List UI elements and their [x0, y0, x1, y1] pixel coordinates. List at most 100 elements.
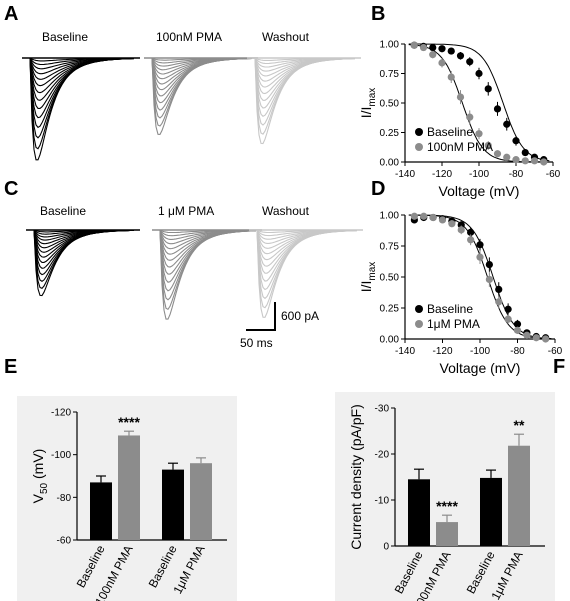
- scale-bar-time-label: 50 ms: [240, 336, 273, 350]
- data-point: [467, 236, 475, 244]
- data-point: [512, 137, 520, 145]
- x-tick-label: -120: [432, 346, 452, 357]
- data-point: [456, 52, 465, 60]
- scale-bar-current-label: 600 pA: [281, 309, 319, 323]
- data-point: [504, 305, 512, 313]
- data-point: [503, 120, 511, 128]
- data-point: [448, 220, 456, 228]
- data-point: [503, 153, 511, 161]
- data-point: [485, 261, 493, 269]
- data-point: [420, 212, 428, 220]
- trace-c-washout-3: [256, 229, 358, 300]
- legend-label: 100nM PMA: [427, 140, 493, 154]
- data-point: [513, 320, 522, 328]
- chart-b-inactivation-pma100: -140 -120 -100 -80 -60 0.00 0.25 0.50 0.75 1.00 Vo…: [358, 40, 561, 200]
- panel-letter-a: A: [4, 3, 18, 25]
- data-point: [410, 41, 418, 49]
- panel-letter-c: C: [4, 178, 18, 200]
- bar: [408, 479, 430, 546]
- data-point: [476, 241, 484, 249]
- y-tick-label: 1.00: [380, 40, 400, 51]
- data-point: [466, 58, 474, 66]
- y-tick-label: 0: [383, 542, 389, 553]
- trace-a-pma-3: [151, 57, 252, 119]
- x-axis-label: Voltage (mV): [439, 183, 520, 199]
- data-point: [419, 43, 428, 52]
- data-point: [485, 275, 493, 284]
- x-tick-label: -100: [469, 169, 489, 180]
- data-point: [447, 73, 455, 81]
- panel-letter-f: F: [553, 356, 565, 378]
- data-point: [532, 334, 540, 342]
- y-tick-label: -60: [57, 536, 72, 547]
- y-tick-label: 0.75: [380, 69, 400, 80]
- trace-a-baseline-2: [29, 57, 135, 150]
- data-point: [493, 150, 502, 158]
- legend-marker: [415, 143, 423, 151]
- data-point: [493, 105, 502, 113]
- significance-marker: **: [514, 417, 525, 433]
- data-point: [512, 156, 520, 164]
- panel-letter-d: D: [371, 178, 385, 200]
- data-point: [484, 85, 492, 93]
- data-point: [513, 326, 522, 334]
- data-point: [542, 335, 550, 343]
- data-point: [484, 141, 492, 150]
- current-traces-c-baseline: [26, 229, 140, 297]
- y-axis-label: I/Imax: [358, 88, 378, 119]
- data-point: [438, 45, 446, 53]
- y-tick-label: 0.50: [380, 273, 400, 284]
- data-point: [410, 212, 418, 220]
- y-axis-label: V50 (mV): [30, 449, 50, 504]
- current-traces-c-washout: [249, 229, 363, 318]
- bar: [162, 469, 184, 540]
- y-tick-label: 1.00: [380, 211, 400, 222]
- data-point: [438, 216, 447, 224]
- y-tick-label: 0.00: [380, 335, 400, 346]
- trace-label-c-baseline: Baseline: [40, 204, 86, 218]
- trace-c-pma-3: [159, 229, 257, 301]
- trace-label-c-washout: Washout: [262, 204, 310, 218]
- trace-label-a-washout: Washout: [262, 30, 310, 44]
- x-tick-label: -80: [510, 346, 525, 357]
- data-point: [521, 148, 529, 157]
- legend-marker: [415, 320, 423, 328]
- legend-marker: [415, 128, 423, 136]
- panel-letter-b: B: [371, 3, 385, 25]
- data-point: [504, 315, 512, 323]
- y-axis-label: I/Imax: [358, 262, 378, 293]
- trace-label-a-pma: 100nM PMA: [156, 30, 222, 44]
- current-traces-a-washout: [247, 57, 361, 145]
- data-point: [475, 69, 483, 78]
- data-point: [521, 157, 529, 165]
- data-point: [466, 113, 474, 121]
- bar: [118, 435, 140, 540]
- y-tick-label: 0.50: [380, 99, 400, 110]
- data-point: [495, 298, 503, 306]
- y-tick-label: -80: [57, 493, 72, 504]
- current-traces-a-baseline: [22, 57, 140, 161]
- bar: [190, 463, 212, 540]
- x-tick-label: -100: [470, 346, 490, 357]
- data-point: [467, 228, 475, 236]
- y-tick-label: 0.75: [380, 242, 400, 253]
- chart-d-inactivation-pma1um: -140 -120 -100 -80 -60 0.00 0.25 0.50 0.75 1.00 Vo…: [358, 211, 563, 377]
- x-tick-label: -140: [395, 169, 415, 180]
- bar: [480, 477, 502, 546]
- panel-letter-e: E: [4, 356, 17, 378]
- x-tick-label: -120: [432, 169, 452, 180]
- trace-label-c-pma: 1 μM PMA: [158, 204, 214, 218]
- legend-label: 1μM PMA: [427, 317, 480, 331]
- bar: [508, 445, 530, 546]
- data-point: [438, 59, 446, 67]
- data-point: [429, 51, 437, 59]
- data-point: [540, 158, 548, 166]
- current-traces-c-pma: [152, 229, 262, 320]
- y-tick-label: 0.25: [380, 128, 400, 139]
- data-point: [530, 157, 539, 165]
- legend-label: Baseline: [427, 125, 473, 139]
- y-axis-label: Current density (pA/pF): [348, 404, 364, 550]
